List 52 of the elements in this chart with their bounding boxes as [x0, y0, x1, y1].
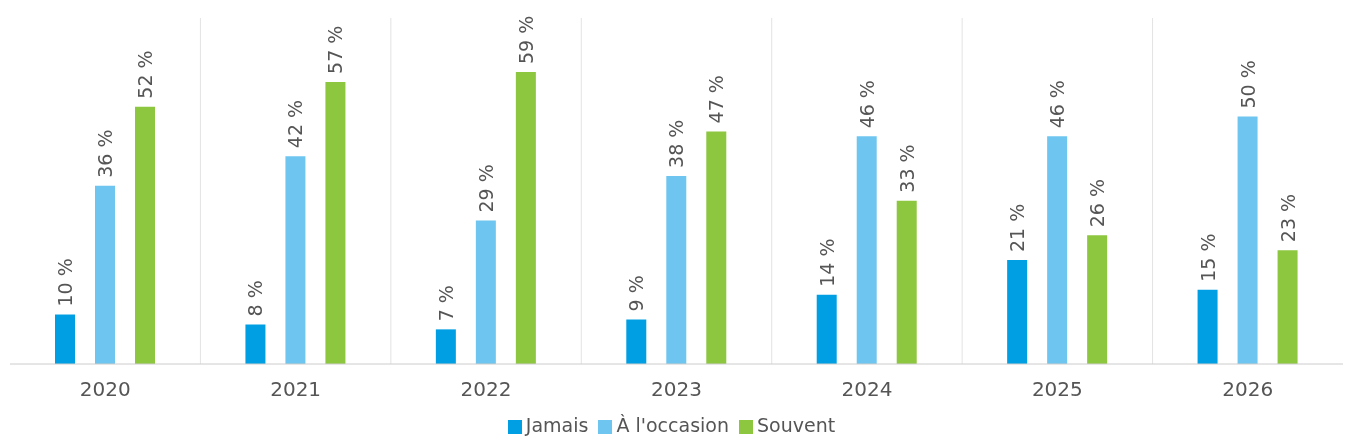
data-label: 33 %: [895, 144, 918, 193]
bar: [475, 220, 496, 364]
x-tick-label: 2026: [1222, 377, 1274, 402]
x-tick-label: 2021: [270, 377, 322, 402]
data-label: 46 %: [855, 80, 878, 129]
bar: [245, 324, 266, 364]
x-tick-label: 2020: [79, 377, 131, 402]
legend-label: Jamais: [525, 414, 589, 436]
data-label: 21 %: [1006, 203, 1029, 253]
data-label: 47 %: [705, 75, 728, 124]
x-tick-label: 2023: [651, 377, 702, 402]
legend-label: À l'occasion: [616, 414, 729, 436]
data-label: 23 %: [1276, 193, 1299, 243]
x-tick-label: 2022: [460, 377, 512, 402]
data-label: 57 %: [324, 25, 347, 74]
data-label: 9 %: [625, 275, 648, 312]
bar: [706, 131, 727, 364]
data-label: 14 %: [815, 238, 838, 287]
data-label: 52 %: [134, 50, 156, 99]
bar: [1277, 250, 1298, 364]
bar: [816, 294, 837, 364]
data-label: 38 %: [665, 119, 688, 168]
data-label: 50 %: [1236, 60, 1259, 109]
data-label: 42 %: [284, 99, 307, 149]
bar: [285, 156, 306, 364]
bar: [896, 200, 917, 364]
bar: [95, 185, 115, 364]
bar: [325, 81, 346, 364]
data-label: 8 %: [244, 280, 267, 317]
x-tick-label: 2024: [841, 377, 893, 402]
bar: [55, 314, 75, 364]
data-label: 59 %: [514, 15, 537, 65]
bar: [435, 329, 456, 364]
data-label: 26 %: [1086, 179, 1109, 228]
legend-label: Souvent: [756, 414, 836, 436]
bar: [1087, 235, 1108, 364]
data-label: 29 %: [474, 164, 497, 213]
bar: [666, 175, 687, 364]
bar: [135, 106, 155, 364]
bar: [626, 319, 647, 364]
bar: [1237, 116, 1258, 364]
data-label: 7 %: [434, 285, 457, 322]
bar: [1047, 136, 1068, 364]
data-label: 15 %: [1196, 233, 1219, 282]
bar: [515, 72, 536, 364]
bar: [1197, 289, 1218, 364]
data-label: 46 %: [1046, 80, 1069, 129]
bar: [856, 136, 877, 364]
x-tick-label: 2025: [1031, 377, 1083, 402]
bar: [1007, 260, 1028, 364]
data-label: 36 %: [94, 129, 116, 178]
data-label: 10 %: [54, 258, 76, 307]
